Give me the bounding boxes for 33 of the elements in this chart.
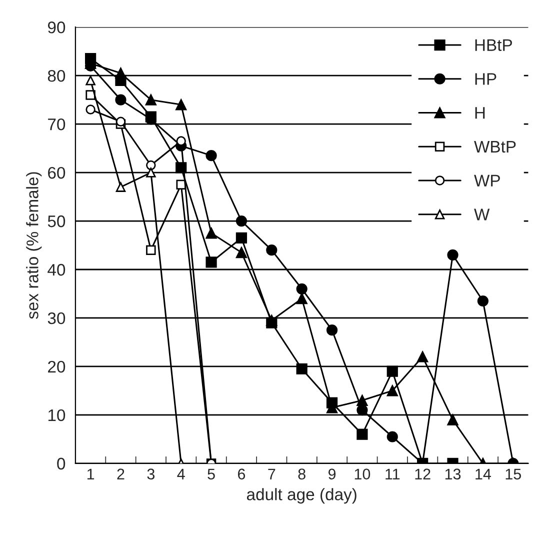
y-tick-label: 50 — [48, 215, 66, 228]
y-axis-title: sex ratio (% female) — [26, 172, 42, 319]
legend-label: W — [474, 208, 490, 220]
y-tick-label: 80 — [48, 70, 66, 82]
x-tick-label: 3 — [147, 468, 154, 480]
y-tick-label: 60 — [48, 166, 66, 179]
x-tick-label: 2 — [117, 468, 124, 480]
legend-label: H — [475, 107, 485, 119]
x-tick-label: 1 — [87, 468, 94, 480]
x-tick-label: 13 — [445, 468, 461, 480]
legend-label: WBtP — [474, 140, 516, 153]
y-tick-label: 70 — [48, 118, 66, 130]
x-tick-label: 5 — [208, 468, 215, 480]
x-tick-label: 14 — [476, 468, 491, 480]
x-tick-label: 6 — [238, 468, 246, 480]
x-tick-label: 8 — [298, 468, 306, 480]
y-tick-label: 30 — [48, 312, 66, 324]
x-tick-label: 11 — [386, 468, 400, 480]
legend-label: WP — [474, 174, 500, 186]
y-tick-label: 20 — [48, 360, 66, 373]
y-tick-label: 90 — [48, 22, 66, 34]
y-tick-label: 40 — [48, 264, 66, 276]
legend-label: HP — [475, 73, 496, 85]
x-tick-label: 15 — [506, 468, 521, 480]
x-tick-label: 12 — [415, 468, 430, 480]
x-tick-label: 9 — [328, 468, 336, 480]
y-tick-label: 0 — [57, 458, 66, 470]
x-axis-title: adult age (day) — [246, 488, 356, 504]
y-tick-label: 10 — [48, 409, 66, 422]
x-tick-label: 10 — [354, 468, 370, 480]
x-tick-label: 7 — [268, 468, 276, 480]
x-tick-label: 4 — [177, 468, 185, 480]
legend-label: HBtP — [475, 39, 512, 51]
